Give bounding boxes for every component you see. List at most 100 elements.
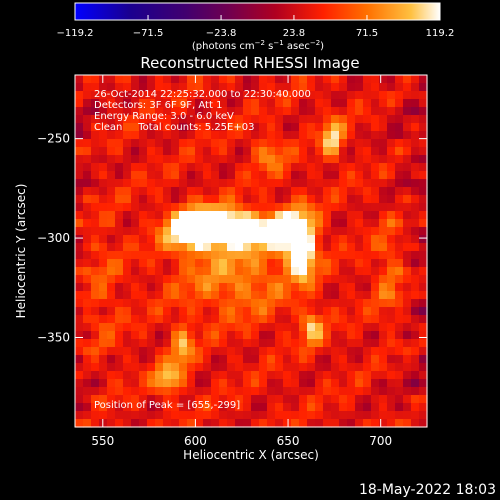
heatmap-cell (123, 379, 132, 388)
heatmap-cell (243, 339, 252, 348)
heatmap-cell (147, 387, 156, 396)
heatmap-cell (403, 355, 412, 364)
heatmap-cell (179, 371, 188, 380)
heatmap-cell (387, 227, 396, 236)
heatmap-cell (115, 411, 124, 420)
heatmap-cell (379, 291, 388, 300)
heatmap-cell (363, 219, 372, 228)
heatmap-cell (179, 195, 188, 204)
heatmap-cell (179, 307, 188, 316)
heatmap-cell (395, 107, 404, 116)
heatmap-cell (307, 379, 316, 388)
heatmap-cell (379, 387, 388, 396)
heatmap-cell (123, 307, 132, 316)
heatmap-cell (163, 171, 172, 180)
heatmap-cell (379, 179, 388, 188)
heatmap-cell (259, 99, 268, 108)
heatmap-cell (371, 75, 380, 84)
heatmap-cell (355, 107, 364, 116)
heatmap-cell (123, 107, 132, 116)
heatmap-cell (267, 187, 276, 196)
heatmap-cell (147, 123, 156, 132)
heatmap-cell (155, 259, 164, 268)
heatmap-cell (211, 75, 220, 84)
heatmap-cell (123, 227, 132, 236)
heatmap-cell (243, 107, 252, 116)
heatmap-cell (275, 235, 284, 244)
heatmap-cell (411, 243, 420, 252)
heatmap-cell (355, 83, 364, 92)
heatmap-cell (331, 251, 340, 260)
heatmap-cell (243, 171, 252, 180)
heatmap-cell (419, 243, 428, 252)
heatmap-cell (99, 107, 108, 116)
heatmap-cell (243, 331, 252, 340)
info-annotations: 26-Oct-2014 22:25:32.000 to 22:30:40.000… (94, 89, 311, 411)
heatmap-cell (339, 83, 348, 92)
heatmap-cell (235, 219, 244, 228)
heatmap-cell (339, 331, 348, 340)
heatmap-cell (387, 243, 396, 252)
heatmap-cell (203, 131, 212, 140)
heatmap-cell (259, 291, 268, 300)
heatmap-cell (107, 115, 116, 124)
heatmap-cell (371, 99, 380, 108)
heatmap-cell (355, 315, 364, 324)
heatmap-cell (307, 307, 316, 316)
heatmap-cell (403, 131, 412, 140)
heatmap-cell (187, 203, 196, 212)
heatmap-cell (171, 259, 180, 268)
heatmap-cell (347, 371, 356, 380)
heatmap-cell (179, 219, 188, 228)
heatmap-cell (163, 411, 172, 420)
heatmap-cell (371, 355, 380, 364)
heatmap-cell (411, 299, 420, 308)
heatmap-cell (355, 99, 364, 108)
heatmap-cell (283, 115, 292, 124)
heatmap-cell (371, 179, 380, 188)
heatmap-cell (395, 99, 404, 108)
heatmap-cell (195, 107, 204, 116)
heatmap-cell (195, 91, 204, 100)
heatmap-cell (131, 219, 140, 228)
heatmap-cell (91, 259, 100, 268)
heatmap-cell (99, 187, 108, 196)
heatmap-cell (107, 379, 116, 388)
heatmap-cell (187, 315, 196, 324)
heatmap-cell (211, 323, 220, 332)
heatmap-cell (123, 115, 132, 124)
heatmap-cell (187, 371, 196, 380)
heatmap-cell (411, 155, 420, 164)
heatmap-cell (291, 331, 300, 340)
heatmap-cell (163, 403, 172, 412)
heatmap-cell (291, 419, 300, 428)
heatmap-cell (403, 147, 412, 156)
heatmap-cell (259, 227, 268, 236)
heatmap-cell (139, 259, 148, 268)
heatmap-cell (403, 307, 412, 316)
heatmap-cell (195, 131, 204, 140)
heatmap-cell (171, 411, 180, 420)
heatmap-cell (419, 235, 428, 244)
heatmap-cell (419, 323, 428, 332)
heatmap-cell (387, 171, 396, 180)
heatmap-cell (307, 187, 316, 196)
heatmap-cell (131, 171, 140, 180)
heatmap-cell (115, 259, 124, 268)
heatmap-cell (419, 75, 428, 84)
heatmap-cell (83, 227, 92, 236)
heatmap-cell (139, 171, 148, 180)
heatmap-cell (131, 267, 140, 276)
heatmap-cell (291, 219, 300, 228)
heatmap-cell (395, 235, 404, 244)
heatmap-cell (227, 75, 236, 84)
heatmap-cell (259, 171, 268, 180)
heatmap-cell (131, 339, 140, 348)
heatmap-cell (107, 323, 116, 332)
heatmap-cell (315, 267, 324, 276)
heatmap-cell (83, 115, 92, 124)
heatmap-cell (267, 99, 276, 108)
heatmap-cell (315, 195, 324, 204)
heatmap-cell (107, 187, 116, 196)
heatmap-cell (339, 387, 348, 396)
